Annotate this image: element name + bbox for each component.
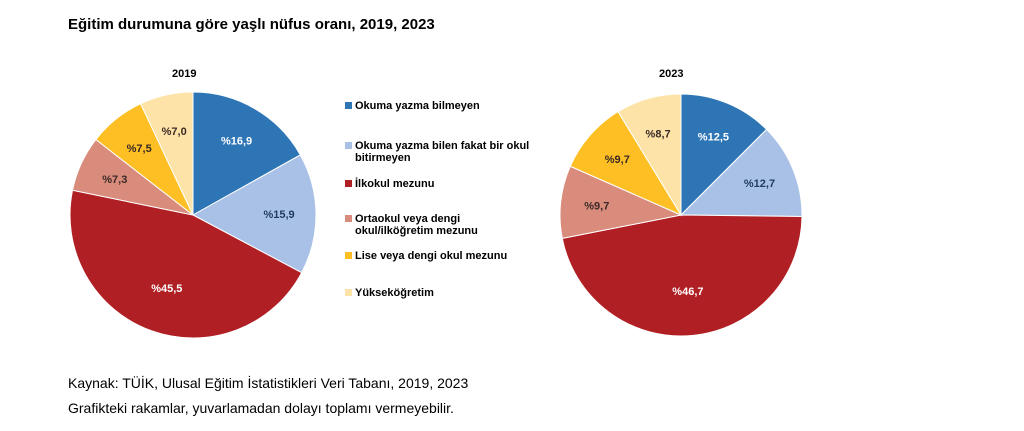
legend-label: İlkokul mezunu [355, 178, 435, 190]
legend-label: Okuma yazma bilen fakat bir okul bitirme… [355, 140, 530, 164]
pie-slice-2023-ortaokul-mezunu [559, 165, 683, 240]
legend-item-lise-mezunu: Lise veya dengi okul mezunu [345, 250, 545, 262]
legend-item-ortaokul-mezunu: Ortaokul veya dengi okul/ilköğretim mezu… [345, 213, 505, 237]
pie-data-label-2023-ilkokul-mezunu: %46,7 [672, 286, 703, 298]
legend-item-ilkokul-mezunu: İlkokul mezunu [345, 178, 545, 190]
legend-label: Okuma yazma bilmeyen [355, 100, 480, 112]
legend-label: Ortaokul veya dengi okul/ilköğretim mezu… [355, 213, 478, 237]
pie-data-label-2019-okuma-yazma-bilen: %15,9 [263, 209, 294, 221]
pie-slice-2019-okuma-yazma-bilen [191, 154, 317, 274]
legend-swatch [345, 180, 352, 187]
pie-slice-2019-yuksekogretim [140, 91, 194, 216]
source-note: Kaynak: TÜİK, Ulusal Eğitim İstatistikle… [68, 375, 469, 391]
pie-data-label-2019-okuma-yazma-bilmeyen: %16,9 [221, 136, 252, 148]
legend-item-okuma-yazma-bilen: Okuma yazma bilen fakat bir okul bitirme… [345, 140, 530, 164]
legend-swatch [345, 102, 352, 109]
pie-slice-2023-yuksekogretim [617, 93, 682, 217]
legend-label: Yükseköğretim [355, 287, 434, 299]
chart-title: Eğitim durumuna göre yaşlı nüfus oranı, … [68, 16, 435, 33]
pie-data-label-2023-yuksekogretim: %8,7 [646, 128, 671, 140]
pie-slice-2023-lise-mezunu [569, 110, 683, 217]
pie-slice-2023-okuma-yazma-bilmeyen [680, 93, 768, 217]
legend-swatch [345, 215, 352, 222]
pie-slice-2019-ilkokul-mezunu [69, 189, 303, 339]
legend-swatch [345, 289, 352, 296]
pie-data-label-2023-ortaokul-mezunu: %9,7 [584, 201, 609, 213]
pie-data-label-2019-ortaokul-mezunu: %7,3 [102, 174, 127, 186]
pie-title-2019: 2019 [172, 68, 197, 80]
pie-slice-2023-ilkokul-mezunu [561, 214, 803, 337]
legend-swatch [345, 252, 352, 259]
pie-data-label-2023-okuma-yazma-bilen: %12,7 [744, 178, 775, 190]
pie-slice-2019-okuma-yazma-bilmeyen [192, 91, 302, 216]
legend-item-yuksekogretim: Yükseköğretim [345, 287, 545, 299]
pie-data-label-2019-ilkokul-mezunu: %45,5 [151, 283, 182, 295]
pie-data-label-2023-lise-mezunu: %9,7 [605, 154, 630, 166]
rounding-note: Grafikteki rakamlar, yuvarlamadan dolayı… [68, 400, 454, 416]
legend-label: Lise veya dengi okul mezunu [355, 250, 508, 262]
pie-data-label-2019-lise-mezunu: %7,5 [127, 143, 152, 155]
pie-data-label-2023-okuma-yazma-bilmeyen: %12,5 [698, 132, 729, 144]
legend-swatch [345, 142, 352, 149]
pie-data-label-2019-yuksekogretim: %7,0 [162, 126, 187, 138]
pie-title-2023: 2023 [659, 68, 684, 80]
pie-slice-2023-okuma-yazma-bilen [679, 128, 803, 218]
legend-item-okuma-yazma-bilmeyen: Okuma yazma bilmeyen [345, 100, 545, 112]
